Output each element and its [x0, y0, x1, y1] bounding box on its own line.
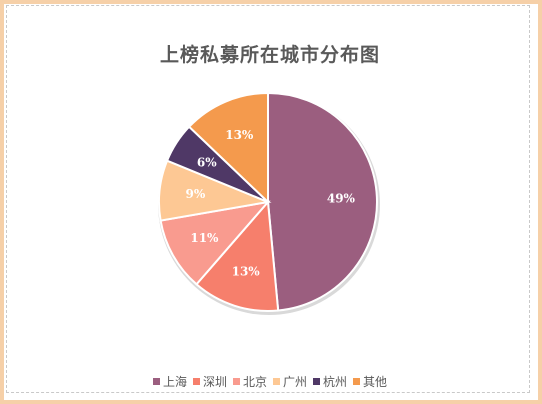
legend-item-1[interactable]: 上海	[152, 373, 187, 390]
legend-swatch	[192, 378, 200, 385]
data-label-3: 11%	[190, 231, 219, 245]
legend-item-3[interactable]: 北京	[232, 373, 267, 390]
legend-label: 北京	[242, 375, 267, 389]
legend-label: 上海	[162, 375, 187, 389]
legend-swatch	[273, 378, 280, 385]
legend-swatch	[353, 378, 361, 385]
chart-legend: 上海 深圳 北京 广州 杭州 其他	[0, 373, 540, 390]
legend-item-2[interactable]: 深圳	[192, 373, 227, 390]
chart-title: 上榜私募所在城市分布图	[159, 44, 380, 66]
data-label-5: 6%	[197, 155, 217, 169]
pie-slice-6[interactable]	[187, 91, 269, 205]
data-label-2: 13%	[232, 264, 261, 278]
data-label-1: 49%	[327, 192, 356, 206]
data-label-6: 13%	[225, 128, 254, 142]
legend-label: 杭州	[323, 375, 348, 389]
legend-item-4[interactable]: 广州	[273, 373, 307, 390]
legend-item-6[interactable]: 其他	[353, 373, 387, 390]
legend-item-5[interactable]: 杭州	[313, 373, 347, 390]
pie-slice-3[interactable]	[159, 200, 271, 286]
legend-swatch	[232, 378, 240, 385]
data-label-4: 9%	[186, 187, 206, 201]
pie-slice-2[interactable]	[195, 199, 280, 312]
legend-swatch	[313, 378, 321, 385]
legend-label: 深圳	[202, 375, 227, 389]
pie-slice-1[interactable]	[267, 91, 378, 312]
legend-label: 其他	[363, 375, 388, 389]
legend-swatch	[152, 378, 160, 385]
legend-label: 广州	[283, 375, 308, 389]
